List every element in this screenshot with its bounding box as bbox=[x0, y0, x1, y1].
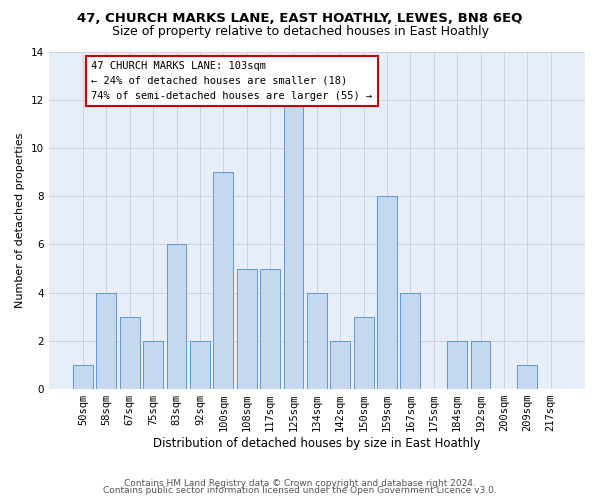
Bar bbox=[353, 316, 374, 389]
Bar bbox=[400, 292, 421, 389]
Bar bbox=[73, 365, 93, 389]
Text: Size of property relative to detached houses in East Hoathly: Size of property relative to detached ho… bbox=[112, 25, 488, 38]
Bar bbox=[517, 365, 537, 389]
X-axis label: Distribution of detached houses by size in East Hoathly: Distribution of detached houses by size … bbox=[153, 437, 481, 450]
Bar bbox=[237, 268, 257, 389]
Text: 47, CHURCH MARKS LANE, EAST HOATHLY, LEWES, BN8 6EQ: 47, CHURCH MARKS LANE, EAST HOATHLY, LEW… bbox=[77, 12, 523, 26]
Bar bbox=[470, 341, 490, 389]
Text: Contains public sector information licensed under the Open Government Licence v3: Contains public sector information licen… bbox=[103, 486, 497, 495]
Bar bbox=[167, 244, 187, 389]
Y-axis label: Number of detached properties: Number of detached properties bbox=[15, 132, 25, 308]
Bar bbox=[143, 341, 163, 389]
Bar bbox=[120, 316, 140, 389]
Bar bbox=[214, 172, 233, 389]
Bar bbox=[377, 196, 397, 389]
Bar bbox=[260, 268, 280, 389]
Text: 47 CHURCH MARKS LANE: 103sqm
← 24% of detached houses are smaller (18)
74% of se: 47 CHURCH MARKS LANE: 103sqm ← 24% of de… bbox=[91, 61, 373, 100]
Bar bbox=[447, 341, 467, 389]
Bar bbox=[284, 100, 304, 389]
Bar bbox=[307, 292, 327, 389]
Text: Contains HM Land Registry data © Crown copyright and database right 2024.: Contains HM Land Registry data © Crown c… bbox=[124, 478, 476, 488]
Bar bbox=[190, 341, 210, 389]
Bar bbox=[330, 341, 350, 389]
Bar bbox=[97, 292, 116, 389]
